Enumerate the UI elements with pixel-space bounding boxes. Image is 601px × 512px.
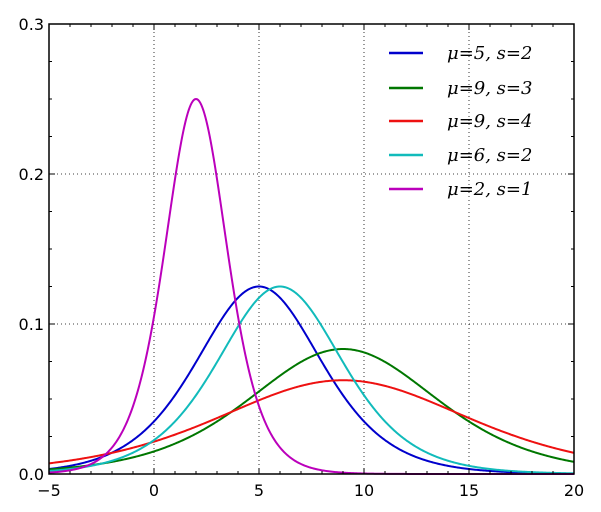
y-tick-label: 0.0	[19, 465, 44, 484]
legend-label: μ=5, s=2	[447, 43, 532, 64]
y-tick-label: 0.1	[19, 315, 44, 334]
legend-label: μ=2, s=1	[447, 179, 532, 200]
x-tick-label: 15	[459, 481, 479, 500]
legend-label: μ=6, s=2	[447, 145, 532, 166]
series-line-3	[48, 379, 575, 465]
series-line-2	[48, 347, 575, 471]
y-tick-label: 0.3	[19, 15, 44, 34]
x-tick-label: 10	[354, 481, 374, 500]
y-tick-label: 0.2	[19, 165, 44, 184]
legend-label: μ=9, s=3	[447, 78, 532, 99]
x-tick-label: 5	[254, 481, 264, 500]
x-tick-label: 20	[564, 481, 584, 500]
x-tick-label: 0	[149, 481, 159, 500]
grid	[49, 24, 574, 474]
ticks	[48, 23, 575, 475]
x-tick-label: −5	[37, 481, 61, 500]
series-line-4	[48, 285, 575, 475]
legend: μ=5, s=2 μ=9, s=3 μ=9, s=4 μ=6, s=2 μ=2, s=1	[389, 43, 532, 200]
y-tick-labels: 0.0 0.1 0.2 0.3	[19, 15, 44, 484]
legend-label: μ=9, s=4	[447, 111, 532, 132]
series-line-1	[48, 285, 575, 475]
x-tick-labels: −5 0 5 10 15 20	[37, 481, 584, 500]
